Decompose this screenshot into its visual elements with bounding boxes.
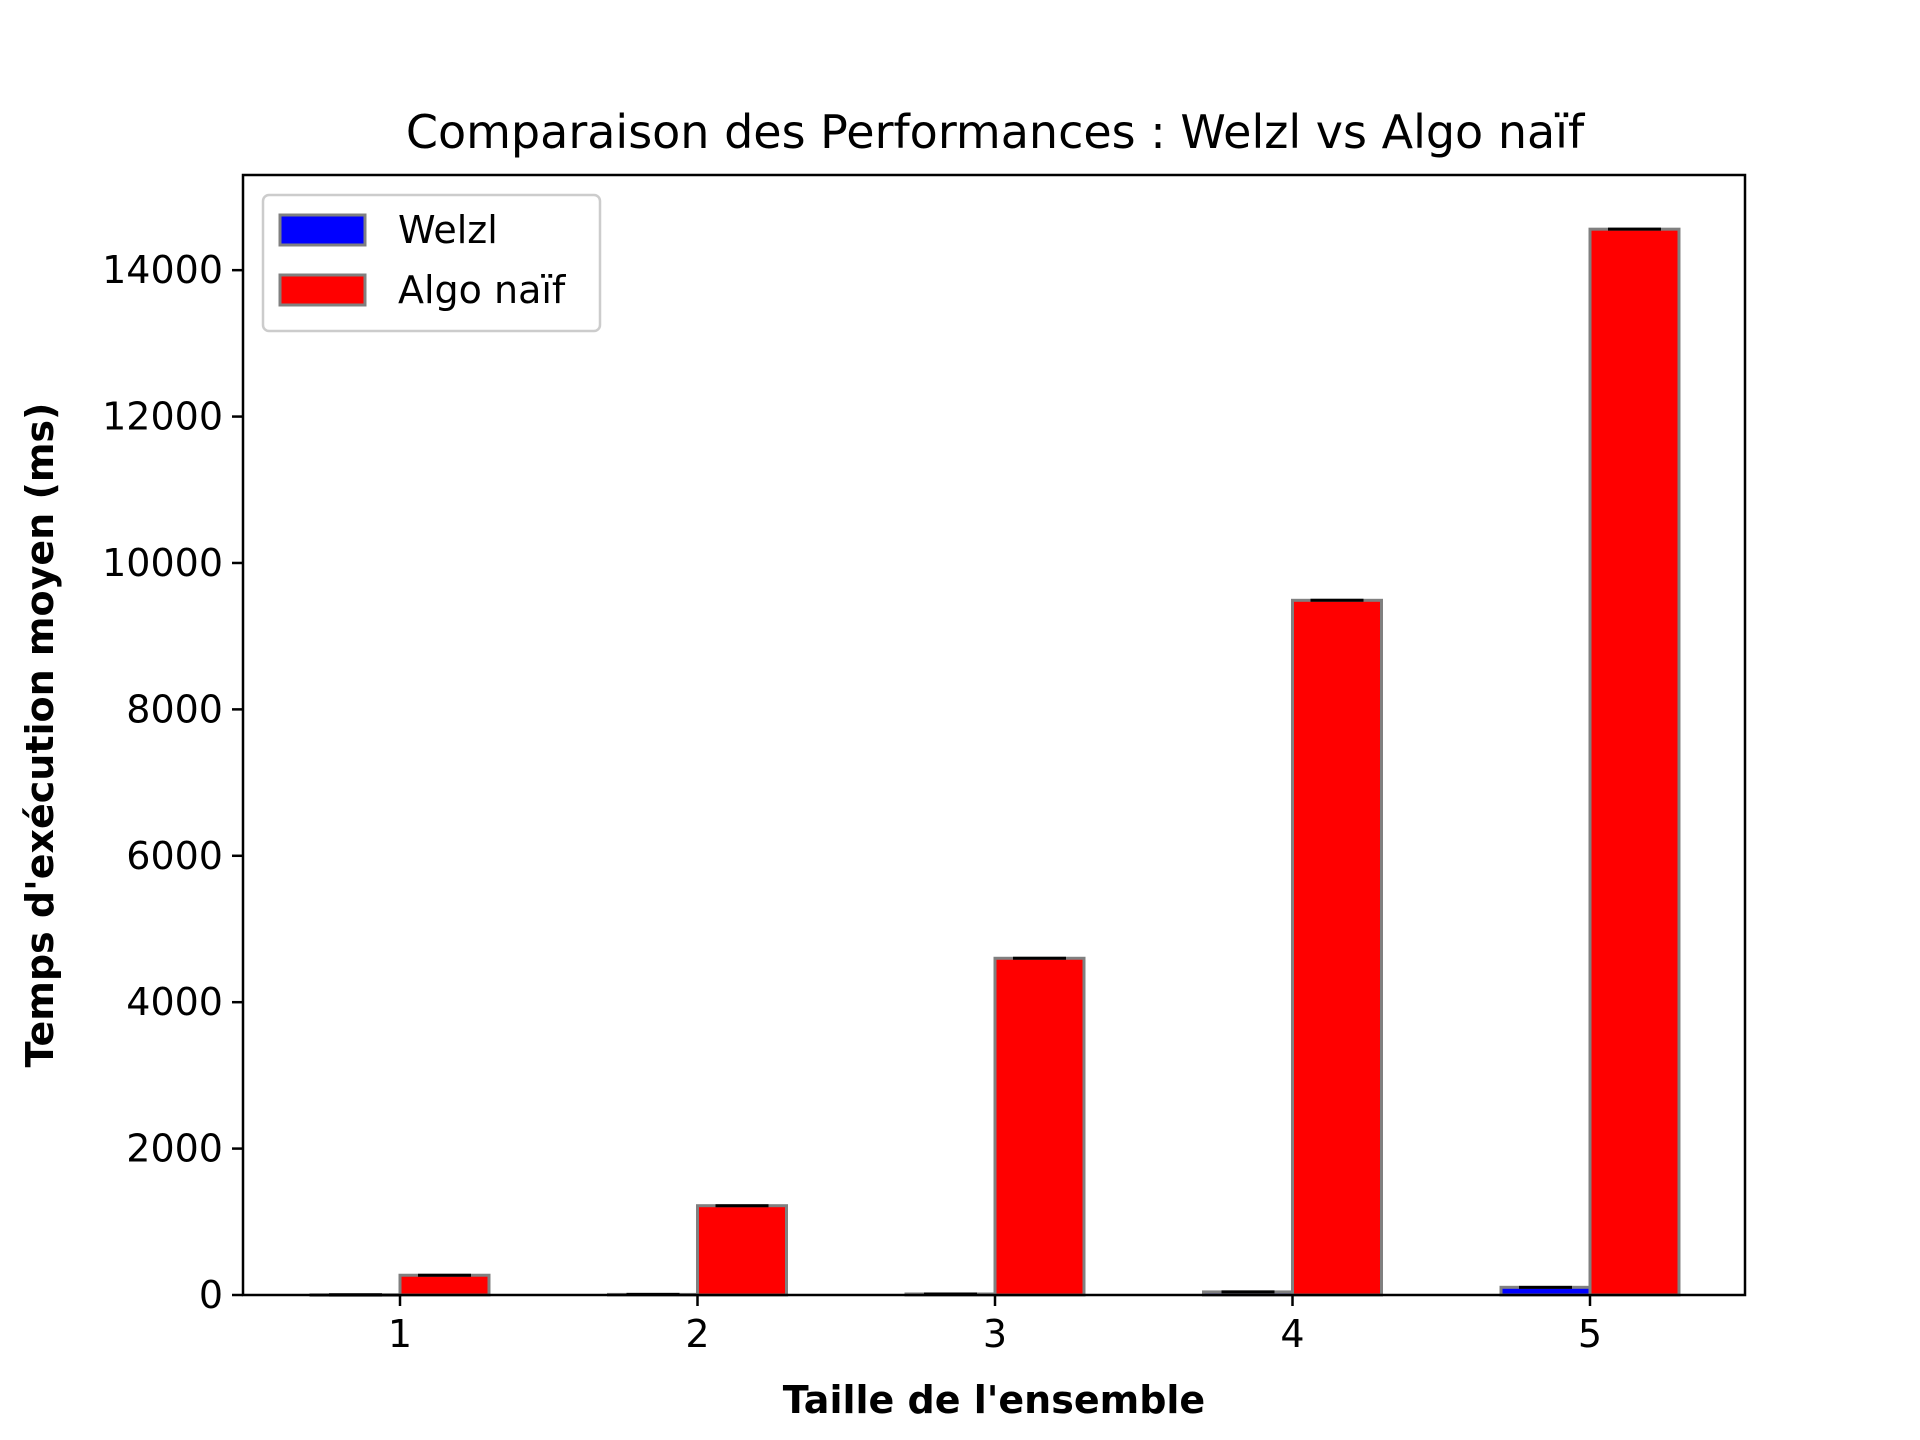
- y-tick-label-12000: 12000: [102, 395, 223, 439]
- y-tick-label-14000: 14000: [102, 248, 223, 292]
- legend-swatch-welzl: [278, 213, 367, 247]
- y-tick-label-0: 0: [199, 1273, 223, 1317]
- legend-swatch-algo-naif: [278, 273, 367, 307]
- bars: [309, 227, 1681, 1297]
- chart-title: Comparaison des Performances : Welzl vs …: [406, 105, 1586, 159]
- y-tick-label-8000: 8000: [126, 687, 223, 731]
- y-tick-label-10000: 10000: [102, 541, 223, 585]
- bar-algo-naif-5: [1588, 227, 1681, 1297]
- y-tick-label-2000: 2000: [126, 1127, 223, 1171]
- x-tick-label-3: 3: [983, 1312, 1007, 1356]
- x-tick-label-5: 5: [1578, 1312, 1602, 1356]
- x-axis: 1 2 3 4 5: [388, 1295, 1602, 1356]
- bar-algo-naif-2: [696, 1204, 788, 1297]
- y-tick-label-4000: 4000: [126, 980, 223, 1024]
- x-tick-label-4: 4: [1280, 1312, 1304, 1356]
- bar-algo-naif-1: [398, 1273, 491, 1297]
- y-axis-label: Temps d'exécution moyen (ms): [18, 403, 62, 1068]
- bar-algo-naif-4: [1291, 598, 1383, 1297]
- x-tick-label-1: 1: [388, 1312, 412, 1356]
- y-axis: 0 2000 4000 6000 8000 10000 12000 14000: [102, 248, 243, 1317]
- legend-label-welzl: Welzl: [398, 208, 498, 252]
- legend-label-algo-naif: Algo naïf: [398, 268, 567, 312]
- x-tick-label-2: 2: [685, 1312, 709, 1356]
- bar-algo-naif-3: [993, 956, 1086, 1297]
- x-axis-label: Taille de l'ensemble: [783, 1378, 1205, 1422]
- legend: Welzl Algo naïf: [261, 193, 602, 333]
- y-tick-label-6000: 6000: [126, 834, 223, 878]
